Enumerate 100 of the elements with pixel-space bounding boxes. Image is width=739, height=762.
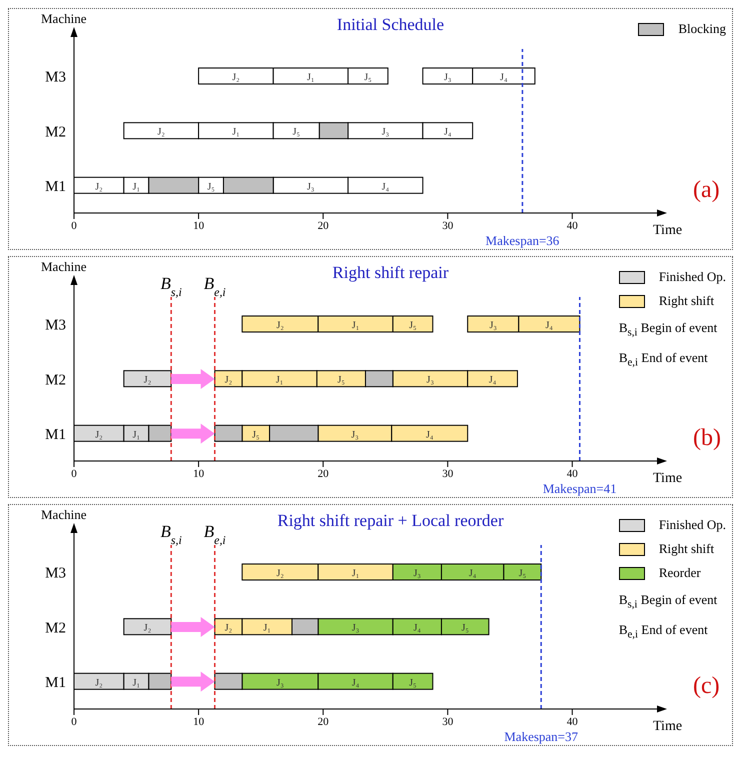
- x-tick-label: 0: [71, 716, 78, 728]
- legend-label: Finished Op.: [658, 269, 726, 285]
- ref-line-label: B$_{e,i}$: [204, 522, 226, 547]
- annotation: B$_{s,i}$ Begin of event: [618, 319, 718, 341]
- x-tick-label: 10: [193, 468, 205, 480]
- data-label: J₁: [232, 126, 240, 138]
- y-tick-label: M1: [45, 426, 66, 443]
- data-label: J₄: [468, 568, 477, 579]
- text: (a): [693, 177, 720, 204]
- ref-line-label: Makespan=36: [486, 233, 560, 248]
- x-tick-label: 0: [71, 468, 78, 480]
- x-tick-label: 20: [318, 220, 330, 232]
- y-tick-label: M2: [45, 124, 66, 140]
- y-axis-title: Machine: [41, 259, 86, 275]
- data-label: J₁: [263, 622, 271, 634]
- ref-line-label: Makespan=41: [542, 481, 617, 496]
- legend-label: Blocking: [678, 21, 726, 37]
- x-tick-label: 40: [566, 220, 578, 232]
- chart-title: Right shift repair + Local reorder: [277, 511, 504, 530]
- data-label: J₃: [444, 72, 452, 83]
- data-label: J₄: [500, 72, 508, 83]
- data-label: J₂: [232, 72, 240, 83]
- data-label: J₅: [409, 677, 417, 688]
- data-label: J₃: [489, 320, 497, 331]
- data-label: J₅: [337, 374, 345, 386]
- data-label: J₃: [306, 181, 314, 192]
- x-axis-title: Time: [653, 223, 682, 239]
- data-label: J₃: [413, 568, 421, 579]
- x-tick-label: 20: [318, 716, 330, 728]
- x-tick-label: 40: [566, 716, 578, 728]
- data-label: J₁: [352, 320, 360, 331]
- y-tick-label: M3: [45, 566, 66, 582]
- data-label: J₃: [352, 622, 360, 634]
- x-tick-label: 10: [193, 220, 205, 232]
- annotation: B$_{s,i}$ Begin of event: [618, 591, 718, 613]
- data-label: J₂: [276, 320, 284, 331]
- data-label: J₂: [95, 181, 103, 192]
- data-label: J₄: [426, 429, 434, 440]
- legend-label: Finished Op.: [658, 517, 726, 533]
- y-tick-label: M1: [45, 674, 66, 691]
- data-label: J₂: [224, 622, 232, 634]
- annotation: B$_{e,i}$ End of event: [618, 349, 709, 371]
- text: (b): [693, 425, 721, 452]
- data-label: J₃: [426, 374, 434, 386]
- x-tick-label: 0: [71, 220, 78, 232]
- annotation: B$_{e,i}$ End of event: [618, 621, 709, 643]
- x-tick-label: 10: [193, 716, 205, 728]
- data-label: J₁: [132, 677, 140, 688]
- data-label: J₁: [306, 72, 314, 83]
- x-tick-label: 30: [442, 468, 454, 480]
- data-label: J₄: [488, 374, 497, 386]
- data-label: J₃: [382, 126, 390, 138]
- y-axis-title: Machine: [41, 11, 86, 27]
- data-label: J₄: [546, 320, 554, 331]
- data-label: J₂: [276, 568, 284, 579]
- data-label: J₁: [132, 181, 140, 192]
- text: (c): [693, 673, 720, 700]
- data-label: J₄: [444, 126, 452, 138]
- data-label: J₂: [158, 126, 165, 138]
- x-axis-title: Time: [653, 471, 682, 487]
- legend-label: Right shift: [658, 541, 714, 557]
- ref-line-label: B$_{e,i}$: [204, 274, 226, 299]
- x-tick-label: 30: [442, 716, 454, 728]
- data-label: J₅: [252, 429, 260, 440]
- chart-title: Initial Schedule: [336, 15, 444, 34]
- y-tick-label: M3: [45, 70, 66, 86]
- data-label: J₅: [518, 568, 526, 579]
- data-label: J₄: [413, 622, 422, 634]
- x-axis-title: Time: [653, 719, 682, 735]
- y-tick-label: M2: [45, 372, 66, 388]
- data-label: J₅: [461, 622, 469, 634]
- data-label: J₅: [207, 181, 215, 192]
- data-label: J₂: [95, 429, 103, 440]
- y-tick-label: M1: [45, 178, 66, 195]
- y-axis-title: Machine: [41, 507, 86, 523]
- ref-line-label: B$_{s,i}$: [160, 522, 182, 547]
- data-label: J₂: [144, 622, 152, 634]
- data-label: J₄: [352, 677, 360, 688]
- data-label: J₃: [276, 677, 284, 688]
- x-tick-label: 40: [566, 468, 578, 480]
- data-label: J₅: [364, 72, 372, 83]
- legend-label: Right shift: [658, 293, 714, 309]
- y-tick-label: M2: [45, 620, 66, 636]
- data-label: J₁: [132, 429, 140, 440]
- legend-label: Reorder: [658, 565, 701, 581]
- chart-title: Right shift repair: [332, 263, 449, 282]
- data-label: J₁: [276, 374, 284, 386]
- data-label: J₂: [144, 374, 152, 386]
- data-label: J₄: [382, 181, 390, 192]
- y-tick-label: M3: [45, 318, 66, 334]
- x-tick-label: 20: [318, 468, 330, 480]
- data-label: J₂: [95, 677, 103, 688]
- data-label: J₁: [352, 568, 360, 579]
- ref-line-label: Makespan=37: [504, 729, 578, 744]
- data-label: J₅: [292, 126, 300, 138]
- x-tick-label: 30: [442, 220, 454, 232]
- ref-line-label: B$_{s,i}$: [160, 274, 182, 299]
- data-label: J₅: [409, 320, 417, 331]
- data-label: J₃: [351, 429, 359, 440]
- data-label: J₂: [224, 374, 232, 386]
